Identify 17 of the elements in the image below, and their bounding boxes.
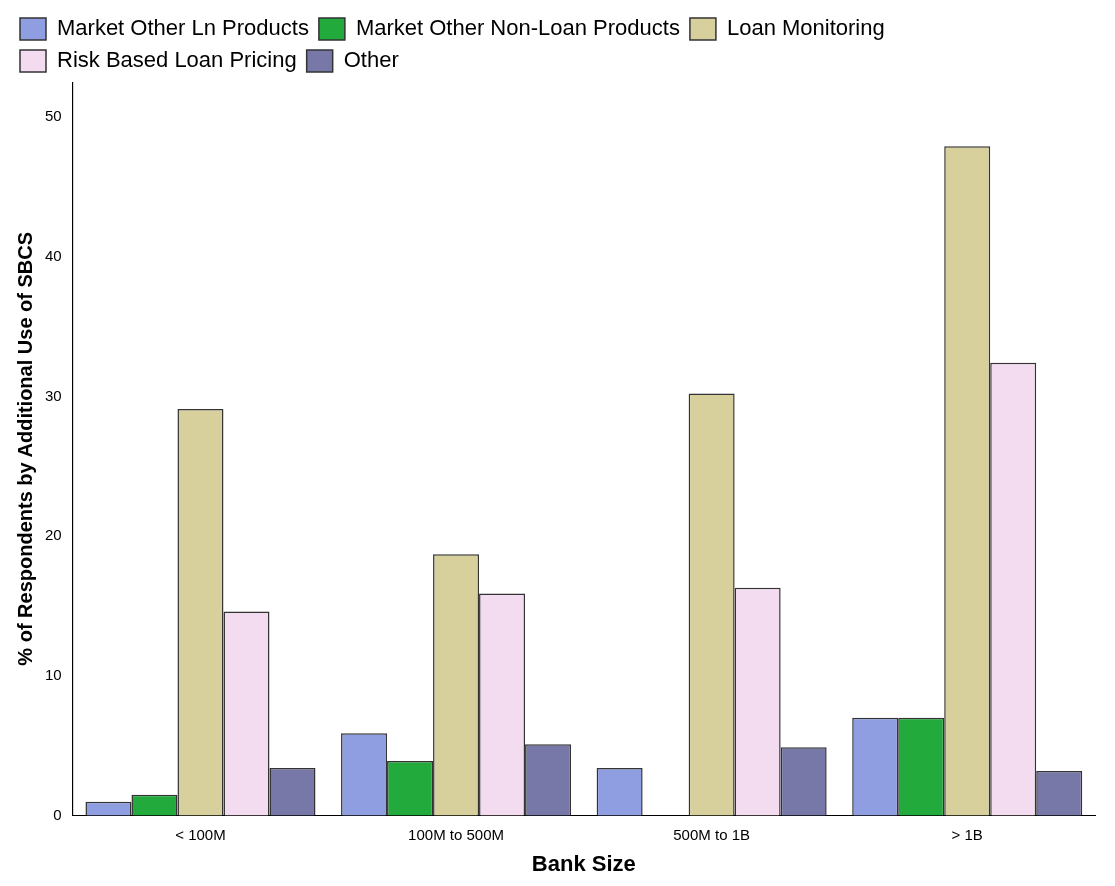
y-tick-label: 0 [53, 805, 62, 823]
x-axis-title: Bank Size [531, 850, 636, 876]
y-tick-label: 50 [45, 107, 62, 125]
x-tick-label: < 100M [175, 825, 226, 843]
x-tick-label: 500M to 1B [673, 825, 750, 843]
y-tick-label: 30 [45, 386, 62, 404]
legend-label: Loan Monitoring [726, 15, 885, 41]
legend-label: Risk Based Loan Pricing [57, 47, 297, 73]
y-tick-label: 40 [45, 246, 62, 264]
y-tick-label: 20 [45, 526, 62, 544]
legend-label: Market Other Non-Loan Products [355, 15, 680, 41]
x-tick-label: 100M to 500M [408, 825, 504, 843]
y-tick-label: 10 [45, 666, 62, 684]
x-tick-label: > 1B [951, 825, 983, 843]
legend-label: Other [343, 47, 399, 73]
legend-label: Market Other Ln Products [57, 15, 309, 41]
y-axis-title: % of Respondents by Additional Use of SBCS [13, 231, 36, 666]
